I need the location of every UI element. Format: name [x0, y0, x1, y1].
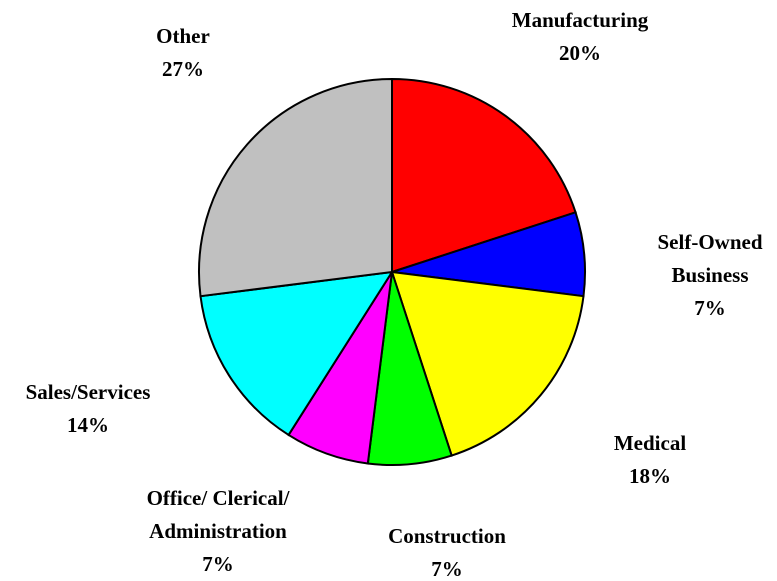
- slice-label: Sales/Services 14%: [0, 376, 238, 442]
- percent-label: 18%: [629, 464, 671, 488]
- slice-label: Office/ Clerical/ Administration 7%: [118, 482, 318, 581]
- pie-slice: [390, 270, 585, 457]
- slice-label: Medical 18%: [500, 427, 777, 493]
- category-name: Construction: [388, 524, 506, 548]
- pie-slice: [391, 77, 577, 274]
- slice-label: Other 27%: [33, 20, 333, 86]
- percent-label: 14%: [67, 413, 109, 437]
- pie-slice: [199, 270, 394, 437]
- category-name: Office/ Clerical/ Administration: [146, 486, 290, 543]
- category-name: Manufacturing: [511, 8, 649, 32]
- percent-label: 7%: [694, 296, 726, 320]
- slice-label: Self-Owned Business 7%: [645, 226, 775, 325]
- percent-label: 20%: [559, 41, 601, 65]
- category-name: Medical: [613, 431, 687, 455]
- category-name: Other: [156, 24, 210, 48]
- percent-label: 27%: [162, 57, 204, 81]
- category-name: Sales/Services: [25, 380, 151, 404]
- pie-slice: [198, 77, 393, 298]
- category-name: Self-Owned Business: [657, 230, 763, 287]
- percent-label: 7%: [431, 557, 463, 581]
- percent-label: 7%: [202, 552, 234, 576]
- slice-label: Manufacturing 20%: [430, 4, 730, 70]
- slice-label: Construction 7%: [297, 520, 597, 581]
